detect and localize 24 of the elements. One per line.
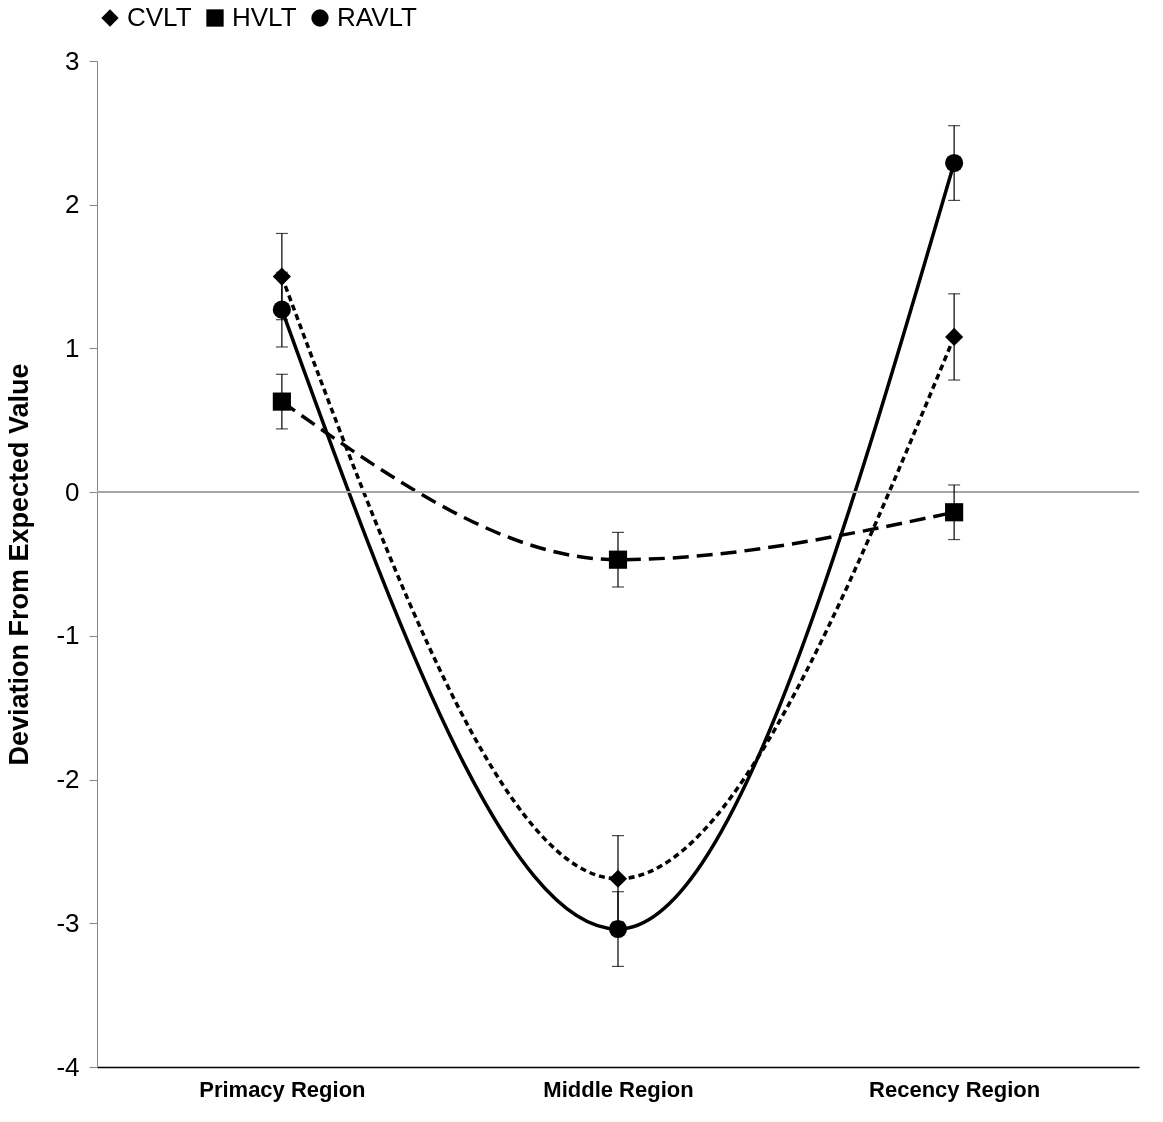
point (608, 869, 628, 888)
point (608, 919, 628, 939)
y-tick-label: 2 (65, 189, 80, 220)
y-axis-title: Deviation From Expected Value (4, 363, 35, 766)
point (272, 392, 291, 411)
point (945, 327, 964, 347)
y-tick-label: -2 (56, 764, 80, 795)
y-tick-label: 0 (65, 476, 80, 507)
y-tick-label: -1 (56, 620, 80, 651)
y-tick-label: -4 (56, 1051, 80, 1082)
point (272, 300, 291, 319)
point (945, 503, 964, 522)
x-tick-label: Recency Region (869, 1076, 1041, 1102)
point (272, 267, 291, 286)
point (608, 550, 628, 569)
x-tick-label: Middle Region (543, 1076, 694, 1102)
y-tick-label: 1 (65, 332, 80, 363)
y-tick-label: 3 (65, 45, 80, 76)
legend-label: CVLT (127, 2, 192, 32)
point (945, 153, 964, 173)
y-tick-label: -3 (56, 907, 80, 938)
legend-label: HVLT (232, 2, 297, 32)
x-tick-label: Primacy Region (199, 1076, 366, 1102)
legend-label: RAVLT (337, 2, 418, 32)
